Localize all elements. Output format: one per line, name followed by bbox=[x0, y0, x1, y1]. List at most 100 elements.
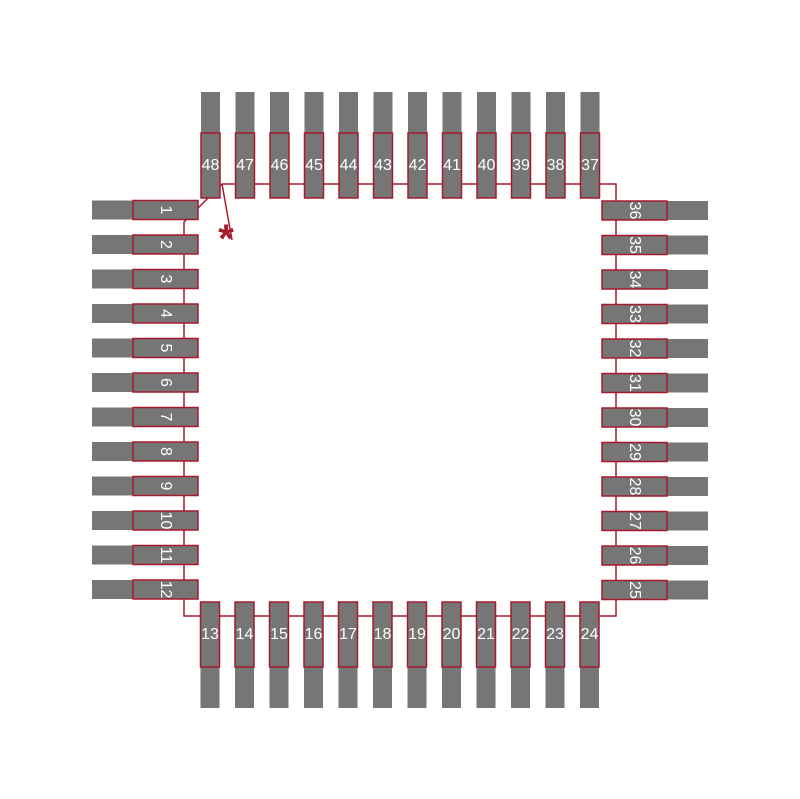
pad-fill bbox=[602, 236, 708, 255]
pad-label: 30 bbox=[626, 409, 643, 427]
pad-label: 39 bbox=[512, 157, 530, 174]
pad-19: 19 bbox=[408, 602, 427, 708]
pad-fill bbox=[408, 602, 427, 708]
pad-fill bbox=[92, 339, 198, 358]
pad-fill bbox=[92, 580, 198, 599]
pad-label: 17 bbox=[339, 626, 357, 643]
pad-fill bbox=[602, 201, 708, 220]
pad-fill bbox=[602, 477, 708, 496]
pad-label: 14 bbox=[236, 626, 254, 643]
pad-fill bbox=[92, 201, 198, 220]
pad-label: 23 bbox=[546, 626, 564, 643]
pad-21: 21 bbox=[477, 602, 496, 708]
pad-6: 6 bbox=[92, 373, 198, 392]
pad-48: 48 bbox=[201, 92, 220, 198]
pad-fill bbox=[408, 92, 427, 198]
pad-27: 27 bbox=[602, 512, 708, 531]
pad-46: 46 bbox=[270, 92, 289, 198]
chip-body-outline bbox=[184, 184, 616, 616]
pad-17: 17 bbox=[339, 602, 358, 708]
pad-41: 41 bbox=[443, 92, 462, 198]
pad-fill bbox=[511, 602, 530, 708]
pad-37: 37 bbox=[581, 92, 600, 198]
pad-fill bbox=[339, 92, 358, 198]
pad-fill bbox=[270, 602, 289, 708]
pad-38: 38 bbox=[546, 92, 565, 198]
pad-26: 26 bbox=[602, 546, 708, 565]
pad-label: 21 bbox=[477, 626, 495, 643]
pad-fill bbox=[92, 546, 198, 565]
pad-label: 35 bbox=[626, 236, 643, 254]
pad-fill bbox=[602, 443, 708, 462]
pad-fill bbox=[602, 408, 708, 427]
pad-label: 16 bbox=[305, 626, 323, 643]
pad-45: 45 bbox=[305, 92, 324, 198]
pad-fill bbox=[92, 373, 198, 392]
pad-fill bbox=[201, 602, 220, 708]
pad-label: 40 bbox=[478, 157, 496, 174]
pad-fill bbox=[602, 374, 708, 393]
pad-29: 29 bbox=[602, 443, 708, 462]
pad-16: 16 bbox=[304, 602, 323, 708]
pad-label: 3 bbox=[157, 275, 174, 284]
pad-fill bbox=[373, 602, 392, 708]
pad-label: 29 bbox=[626, 443, 643, 461]
pad-24: 24 bbox=[580, 602, 599, 708]
pad-fill bbox=[236, 92, 255, 198]
pad-13: 13 bbox=[201, 602, 220, 708]
pad-label: 1 bbox=[157, 206, 174, 215]
pad-label: 8 bbox=[157, 447, 174, 456]
pad-label: 22 bbox=[512, 626, 530, 643]
pad-25: 25 bbox=[602, 581, 708, 600]
pad-fill bbox=[305, 92, 324, 198]
pad-fill bbox=[92, 408, 198, 427]
pad-fill bbox=[304, 602, 323, 708]
pad-label: 7 bbox=[157, 413, 174, 422]
pad-fill bbox=[477, 602, 496, 708]
pad-label: 44 bbox=[340, 157, 358, 174]
pin1-marker: * bbox=[218, 217, 234, 261]
pad-fill bbox=[512, 92, 531, 198]
pad-36: 36 bbox=[602, 201, 708, 220]
pad-label: 20 bbox=[443, 626, 461, 643]
pad-32: 32 bbox=[602, 339, 708, 358]
pad-label: 28 bbox=[626, 478, 643, 496]
pad-3: 3 bbox=[92, 270, 198, 289]
pad-label: 25 bbox=[626, 581, 643, 599]
pad-fill bbox=[442, 602, 461, 708]
pad-label: 42 bbox=[409, 157, 427, 174]
pad-fill bbox=[92, 511, 198, 530]
pad-fill bbox=[602, 339, 708, 358]
pad-fill bbox=[546, 602, 565, 708]
qfp-footprint: *123456789101112131415161718192021222324… bbox=[0, 0, 800, 799]
pad-23: 23 bbox=[546, 602, 565, 708]
pad-label: 31 bbox=[626, 374, 643, 392]
pad-label: 43 bbox=[374, 157, 392, 174]
pad-label: 18 bbox=[374, 626, 392, 643]
pad-34: 34 bbox=[602, 270, 708, 289]
pad-label: 46 bbox=[271, 157, 289, 174]
pad-label: 5 bbox=[157, 344, 174, 353]
pad-28: 28 bbox=[602, 477, 708, 496]
pad-fill bbox=[581, 92, 600, 198]
pad-label: 9 bbox=[157, 482, 174, 491]
pad-35: 35 bbox=[602, 236, 708, 255]
pad-fill bbox=[92, 442, 198, 461]
pad-fill bbox=[92, 477, 198, 496]
pad-label: 48 bbox=[202, 157, 220, 174]
pad-fill bbox=[270, 92, 289, 198]
pad-fill bbox=[602, 546, 708, 565]
pad-14: 14 bbox=[235, 602, 254, 708]
pad-fill bbox=[92, 235, 198, 254]
pad-label: 34 bbox=[626, 271, 643, 289]
pad-33: 33 bbox=[602, 305, 708, 324]
pad-1: 1 bbox=[92, 201, 198, 220]
pad-label: 24 bbox=[581, 626, 599, 643]
pad-fill bbox=[602, 512, 708, 531]
pad-label: 26 bbox=[626, 547, 643, 565]
pad-39: 39 bbox=[512, 92, 531, 198]
pad-18: 18 bbox=[373, 602, 392, 708]
pad-8: 8 bbox=[92, 442, 198, 461]
pad-label: 47 bbox=[236, 157, 254, 174]
pad-fill bbox=[92, 304, 198, 323]
